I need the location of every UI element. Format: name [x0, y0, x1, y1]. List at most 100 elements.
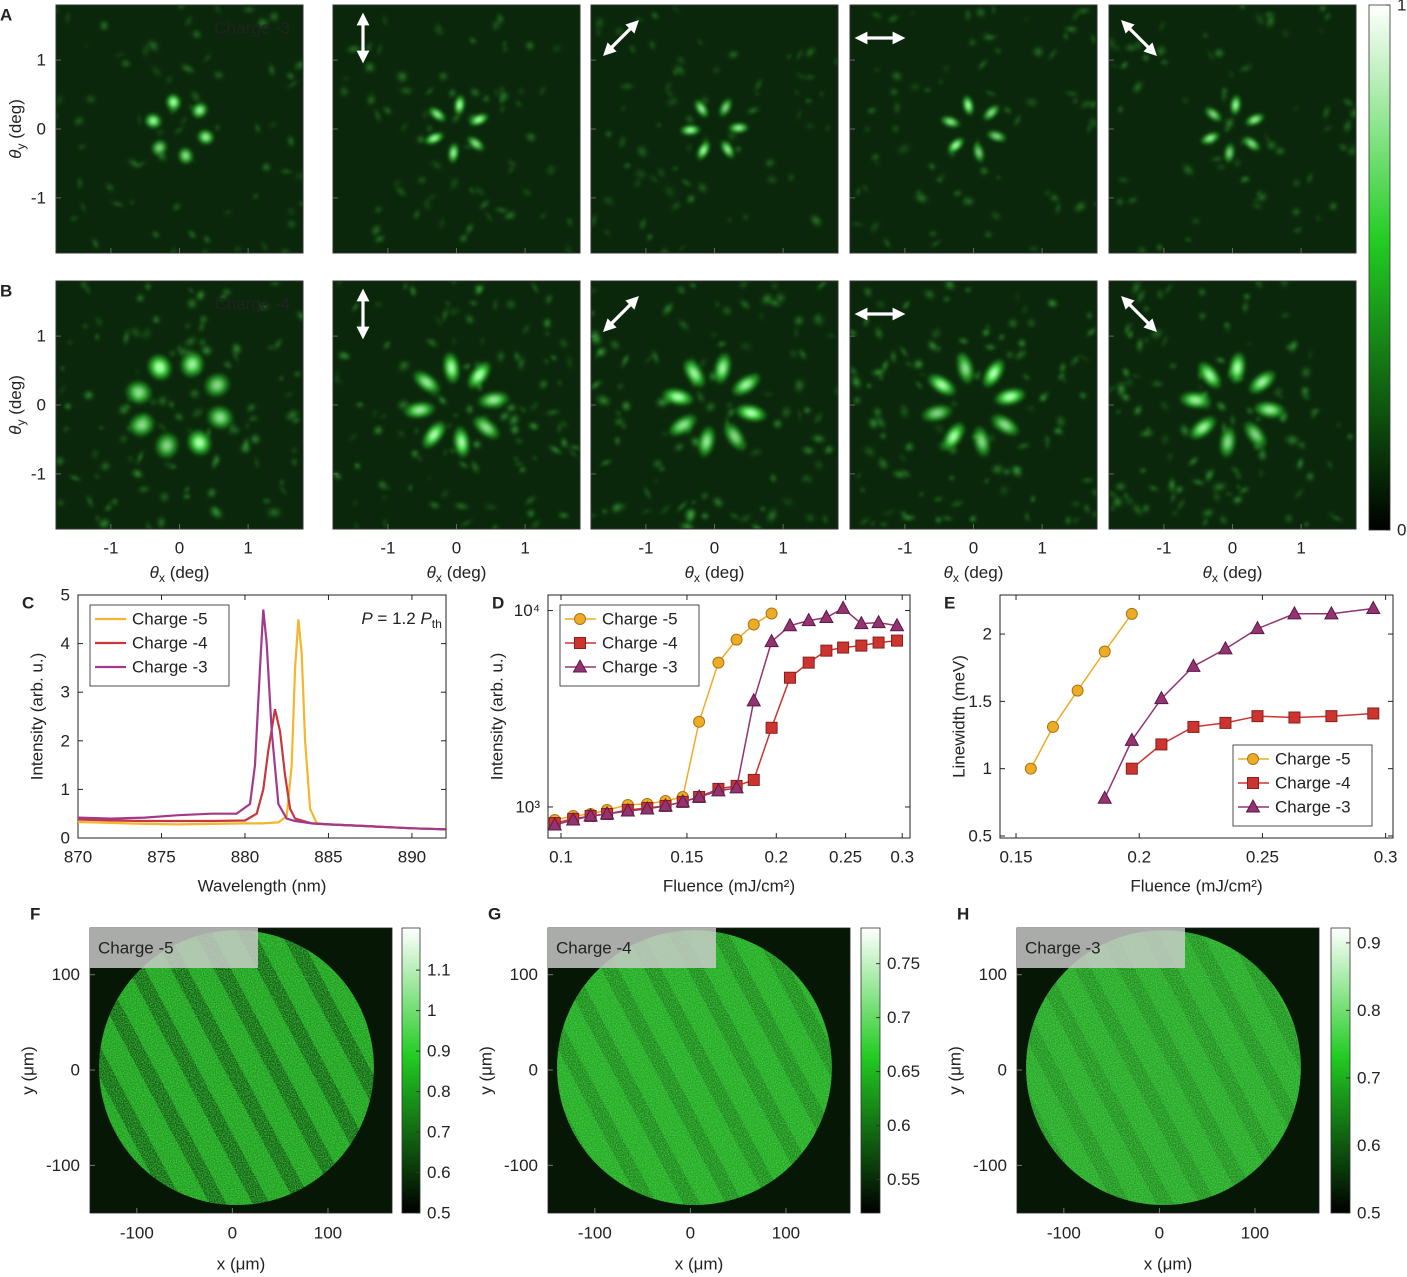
- speckle: [211, 69, 226, 81]
- speckle: [1197, 310, 1208, 322]
- speckle: [431, 21, 446, 38]
- x-tick-label: 870: [64, 848, 92, 867]
- speckle: [254, 454, 260, 472]
- speckle: [679, 177, 694, 189]
- speckle: [538, 210, 548, 222]
- marker: [854, 615, 869, 630]
- speckle: [855, 185, 862, 199]
- speckle: [334, 281, 345, 289]
- speckle: [267, 120, 279, 130]
- speckle: [1231, 156, 1243, 170]
- speckle: [1048, 192, 1061, 204]
- speckle: [1212, 46, 1226, 60]
- colorbar-tick-label: 0.9: [427, 1042, 451, 1061]
- speckle: [259, 17, 272, 29]
- speckle: [167, 348, 178, 358]
- speckle: [591, 378, 605, 392]
- speckle: [528, 517, 543, 529]
- x-tick-label: -1: [1156, 539, 1171, 558]
- speckle: [286, 133, 296, 149]
- speckle: [1299, 364, 1313, 381]
- speckle: [663, 95, 682, 109]
- speckle: [1240, 175, 1252, 184]
- speckle: [1162, 281, 1175, 298]
- speckle: [565, 215, 575, 229]
- speckle: [1254, 415, 1263, 423]
- speckle: [267, 10, 281, 23]
- lobe: [190, 101, 209, 120]
- lobe: [696, 140, 711, 161]
- marker: [1024, 762, 1037, 775]
- speckle: [448, 174, 461, 192]
- speckle: [1043, 433, 1052, 446]
- speckle: [257, 302, 271, 312]
- speckle: [271, 336, 285, 353]
- speckle: [1337, 142, 1349, 153]
- speckle: [877, 373, 885, 382]
- lobe: [452, 424, 471, 460]
- speckles: [591, 281, 838, 529]
- speckle: [373, 301, 384, 308]
- x-tick-label: -100: [578, 1224, 612, 1243]
- speckle: [1235, 483, 1242, 490]
- lobe: [926, 373, 958, 397]
- speckle: [352, 521, 360, 529]
- marker: [1250, 620, 1265, 635]
- speckle: [1178, 422, 1192, 439]
- grain: [557, 930, 832, 1206]
- speckle: [543, 357, 550, 366]
- speckle: [660, 300, 676, 318]
- speckle: [727, 511, 742, 521]
- speckle: [803, 121, 816, 131]
- speckle: [1012, 112, 1023, 129]
- grain: [99, 930, 374, 1206]
- speckle: [188, 88, 203, 105]
- legend-label: Charge -5: [1275, 750, 1351, 769]
- marker: [711, 782, 726, 797]
- speckle: [1228, 70, 1235, 79]
- speckle: [1291, 226, 1304, 234]
- speckle: [662, 183, 678, 201]
- speckle: [632, 14, 647, 25]
- speckle: [168, 399, 175, 410]
- speckle: [1233, 469, 1244, 482]
- speckle: [619, 104, 627, 113]
- speckle: [685, 141, 694, 154]
- speckle: [382, 339, 392, 352]
- speckle: [1130, 281, 1143, 297]
- x-axis-label-part: θ: [685, 563, 695, 582]
- speckle: [103, 181, 116, 194]
- speckle: [719, 304, 734, 318]
- speckle: [481, 93, 491, 105]
- colorbar-tick-label: 0: [1397, 521, 1406, 540]
- speckle: [544, 162, 558, 178]
- colorbar-tick-label: 0.8: [427, 1082, 451, 1101]
- speckle: [1222, 491, 1235, 497]
- speckle: [541, 316, 553, 331]
- colorbar-tick-label: 0.55: [887, 1170, 920, 1189]
- speckle: [598, 458, 614, 467]
- row-label: Charge -3: [214, 19, 290, 38]
- speckle: [132, 160, 150, 169]
- speckle: [543, 408, 563, 417]
- speckle: [922, 86, 933, 94]
- speckle: [381, 12, 389, 29]
- speckle: [1253, 281, 1265, 291]
- speckle: [512, 456, 520, 463]
- speckle: [889, 69, 905, 83]
- speckle: [1116, 104, 1124, 115]
- speckle: [1175, 497, 1187, 512]
- annotation-part: = 1.2: [373, 609, 421, 628]
- speckle: [650, 10, 660, 21]
- speckle: [291, 170, 303, 182]
- speckle: [201, 50, 213, 65]
- speckle: [1295, 455, 1305, 472]
- speckle: [876, 455, 890, 472]
- x-tick-label: -1: [897, 539, 912, 558]
- y-axis-label-part: θ: [6, 425, 25, 435]
- speckle: [1245, 405, 1255, 416]
- speckle: [506, 412, 522, 428]
- speckle: [951, 189, 964, 198]
- image-panel: [56, 5, 303, 253]
